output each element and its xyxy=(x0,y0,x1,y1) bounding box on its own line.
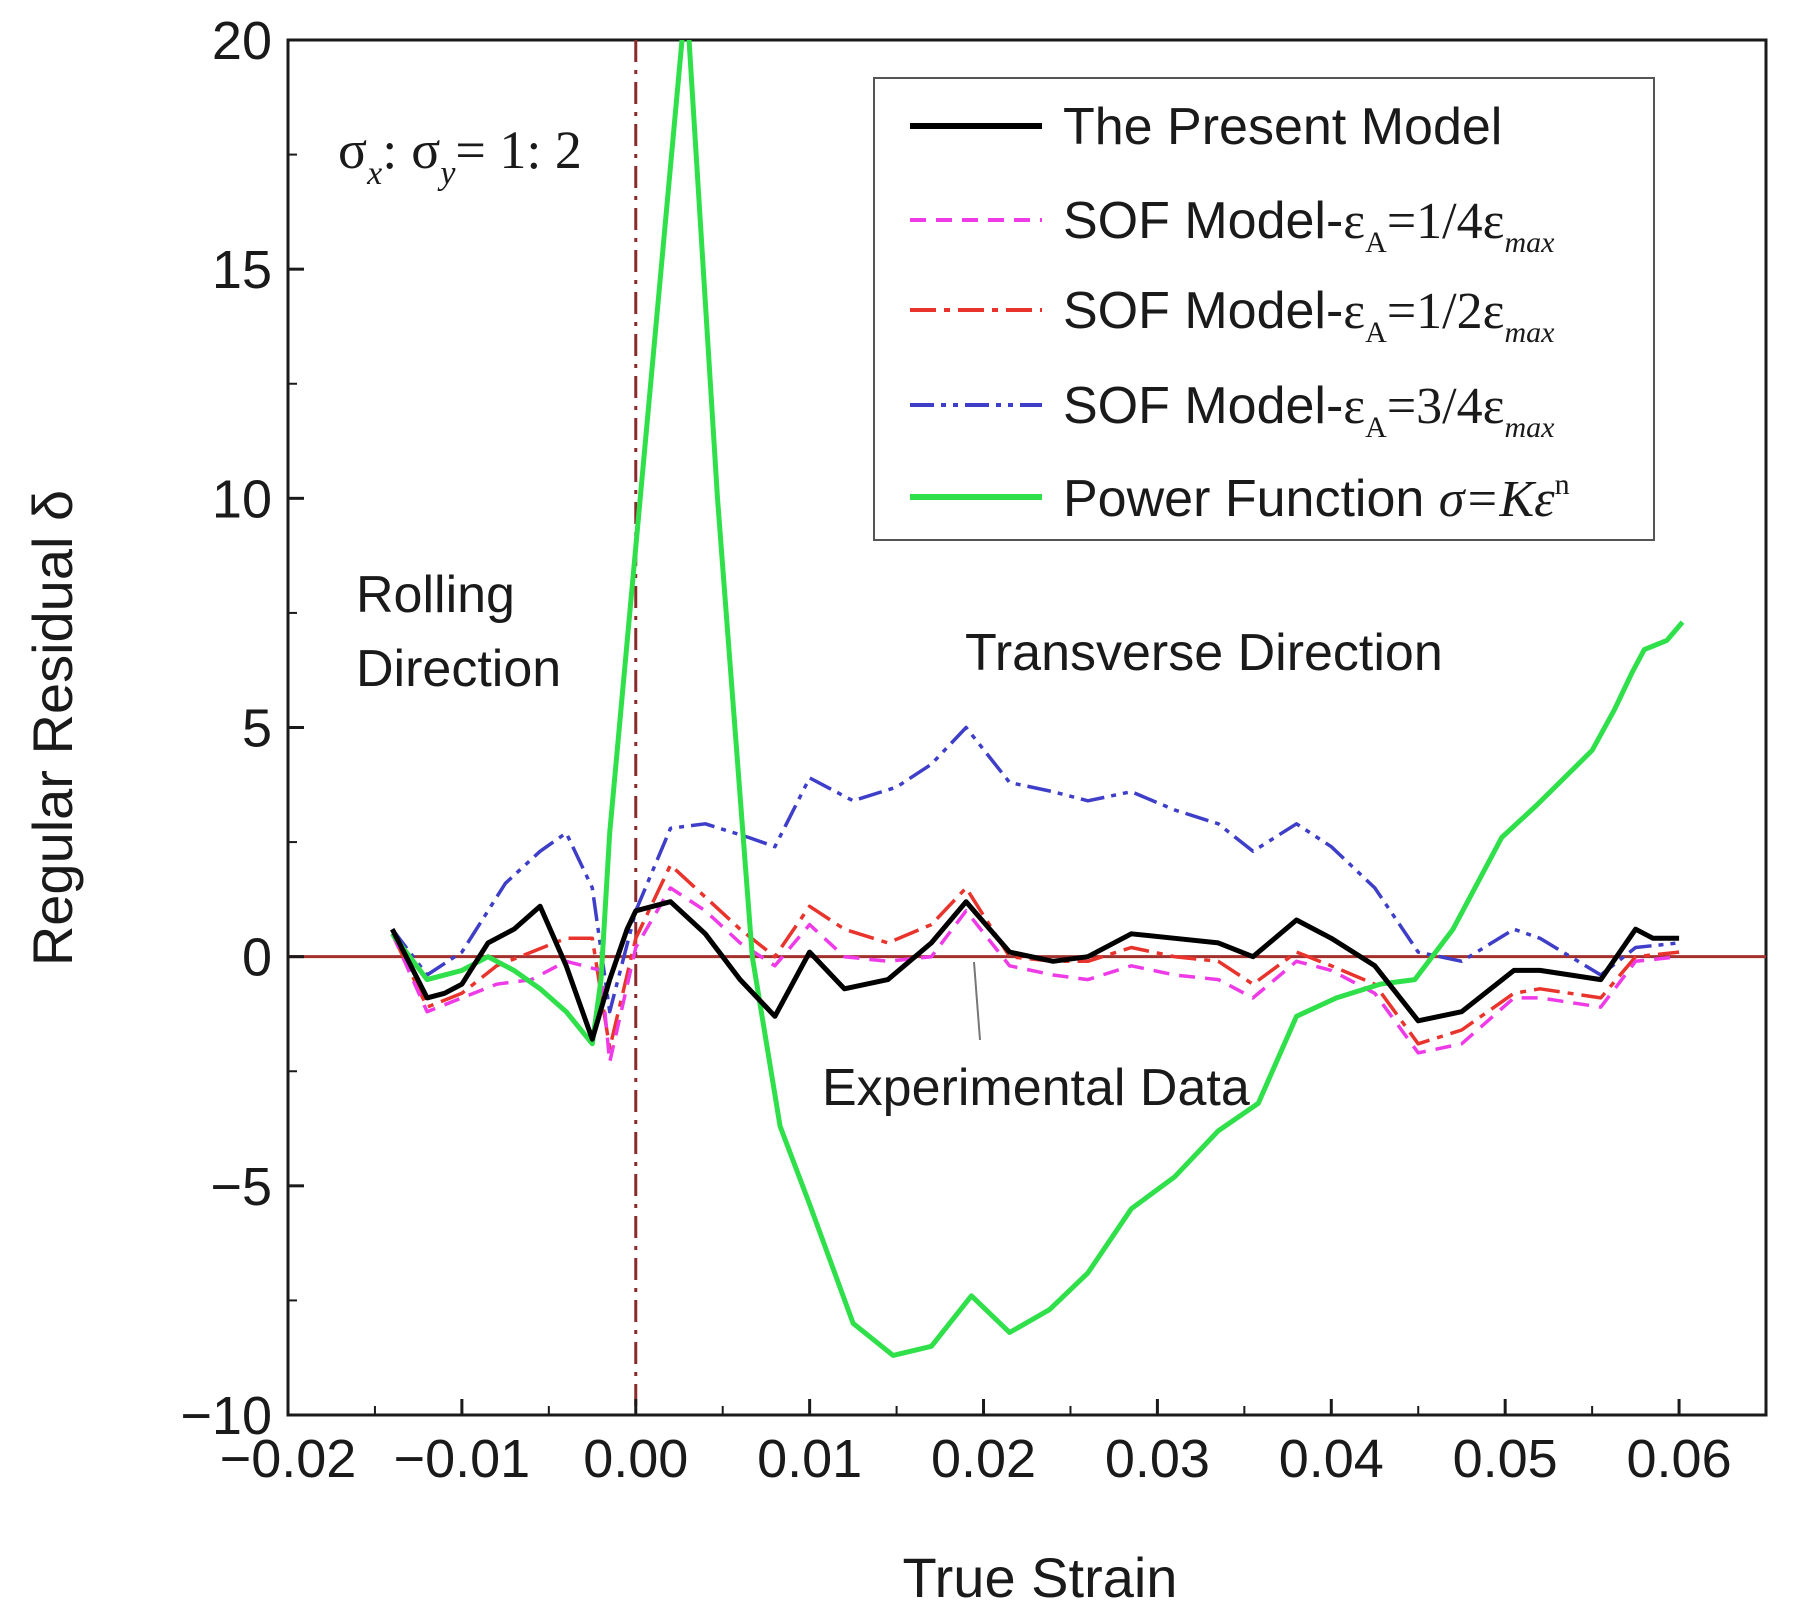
legend-eps-max-2: ε xyxy=(1483,283,1505,340)
ratio-value: = 1: 2 xyxy=(455,120,581,180)
legend-label-sof-1-4: SOF Model-εA=1/4εmax xyxy=(1063,192,1555,259)
legend-power-formula: σ=Kε xyxy=(1439,471,1555,528)
sigma-y-subscript: y xyxy=(437,155,456,192)
legend-label-sof-3-4: SOF Model-εA=3/4εmax xyxy=(1063,377,1555,444)
y-axis-title: Regular Residual δ xyxy=(21,490,84,966)
legend: The Present Model SOF Model-εA=1/4εmax S… xyxy=(873,77,1655,541)
legend-sof-prefix-2: SOF Model- xyxy=(1063,282,1343,340)
y-tick-label: −5 xyxy=(210,1157,272,1217)
series-line-1 xyxy=(390,886,1680,1064)
y-axis-ticks: −10 −5 0 5 10 15 20 xyxy=(180,11,304,1446)
x-tick-label: 0.06 xyxy=(1627,1429,1732,1489)
sigma-x-subscript: x xyxy=(366,155,382,192)
x-tick-label: 0.05 xyxy=(1453,1429,1558,1489)
legend-frac-2: =1/2 xyxy=(1387,283,1483,340)
legend-eps-2: ε xyxy=(1343,283,1365,340)
x-axis-ticks: −0.02 −0.01 0.00 0.01 0.02 0.03 0.04 0.05 0.06 xyxy=(220,1399,1732,1489)
rolling-direction-label-1: Rolling xyxy=(356,566,515,624)
legend-eps-max-3: ε xyxy=(1483,378,1505,435)
legend-sub-max-2: max xyxy=(1504,316,1555,349)
y-tick-label: 5 xyxy=(242,699,272,759)
legend-frac-3: =3/4 xyxy=(1387,378,1483,435)
x-axis-title: True Strain xyxy=(903,1546,1178,1609)
legend-frac-1: =1/4 xyxy=(1387,193,1483,250)
legend-box xyxy=(873,77,1655,541)
legend-sub-max-3: max xyxy=(1504,411,1555,444)
x-tick-label: −0.01 xyxy=(394,1429,531,1489)
legend-eps-3: ε xyxy=(1343,378,1365,435)
y-tick-label: 10 xyxy=(212,469,272,529)
sigma-x-symbol: σ xyxy=(338,120,367,180)
x-tick-label: −0.02 xyxy=(220,1429,357,1489)
experimental-data-leader xyxy=(973,961,981,1041)
legend-sub-a-1: A xyxy=(1365,226,1387,259)
legend-sof-prefix-3: SOF Model- xyxy=(1063,377,1343,435)
x-tick-label: 0.03 xyxy=(1105,1429,1210,1489)
legend-eps-max-1: ε xyxy=(1483,193,1505,250)
legend-power-exponent: n xyxy=(1555,468,1570,501)
x-tick-label: 0.01 xyxy=(757,1429,862,1489)
series-line-3 xyxy=(390,725,1680,1014)
x-tick-label: 0.00 xyxy=(583,1429,688,1489)
series-line-4 xyxy=(390,40,1685,1358)
y-tick-label: 15 xyxy=(212,240,272,300)
legend-eps-1: ε xyxy=(1343,193,1365,250)
sigma-y-symbol: σ xyxy=(411,120,440,180)
experimental-data-label: Experimental Data xyxy=(822,1059,1250,1117)
legend-label-present-model: The Present Model xyxy=(1063,98,1502,156)
transverse-direction-label: Transverse Direction xyxy=(965,624,1443,682)
x-tick-label: 0.02 xyxy=(931,1429,1036,1489)
legend-sub-a-2: A xyxy=(1365,316,1387,349)
series-line-2 xyxy=(390,863,1680,1051)
series-line-0 xyxy=(390,899,1680,1042)
legend-label-power-function: Power Function σ=Kεn xyxy=(1063,468,1570,528)
y-tick-label: 0 xyxy=(242,928,272,988)
legend-power-prefix: Power Function xyxy=(1063,470,1439,528)
legend-label-sof-1-2: SOF Model-εA=1/2εmax xyxy=(1063,282,1555,349)
y-tick-label: 20 xyxy=(212,11,272,71)
stress-ratio-label: σx: σy= 1: 2 xyxy=(338,120,582,192)
rolling-direction-label-2: Direction xyxy=(356,640,561,698)
y-tick-label: −10 xyxy=(180,1386,272,1446)
ratio-colon: : xyxy=(382,120,397,180)
series-layer xyxy=(390,40,1685,1358)
legend-sub-max-1: max xyxy=(1504,226,1555,259)
legend-sof-prefix-1: SOF Model- xyxy=(1063,192,1343,250)
legend-sub-a-3: A xyxy=(1365,411,1387,444)
x-tick-label: 0.04 xyxy=(1279,1429,1384,1489)
